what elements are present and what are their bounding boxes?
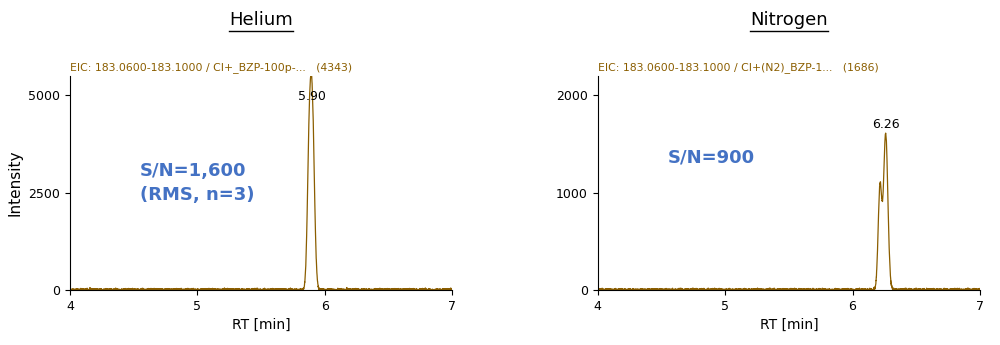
Text: Helium: Helium xyxy=(229,11,293,29)
Text: 6.26: 6.26 xyxy=(872,118,899,131)
X-axis label: RT [min]: RT [min] xyxy=(760,318,818,332)
X-axis label: RT [min]: RT [min] xyxy=(232,318,290,332)
Text: S/N=1,600
(RMS, n=3): S/N=1,600 (RMS, n=3) xyxy=(140,162,255,204)
Text: S/N=900: S/N=900 xyxy=(668,148,755,166)
Text: 5.90: 5.90 xyxy=(298,90,326,104)
Text: Nitrogen: Nitrogen xyxy=(750,11,828,29)
Text: EIC: 183.0600-183.1000 / CI+_BZP-100p-...   (4343): EIC: 183.0600-183.1000 / CI+_BZP-100p-..… xyxy=(70,62,352,73)
Y-axis label: Intensity: Intensity xyxy=(8,150,23,216)
Text: EIC: 183.0600-183.1000 / CI+(N2)_BZP-1...   (1686): EIC: 183.0600-183.1000 / CI+(N2)_BZP-1..… xyxy=(598,62,878,73)
